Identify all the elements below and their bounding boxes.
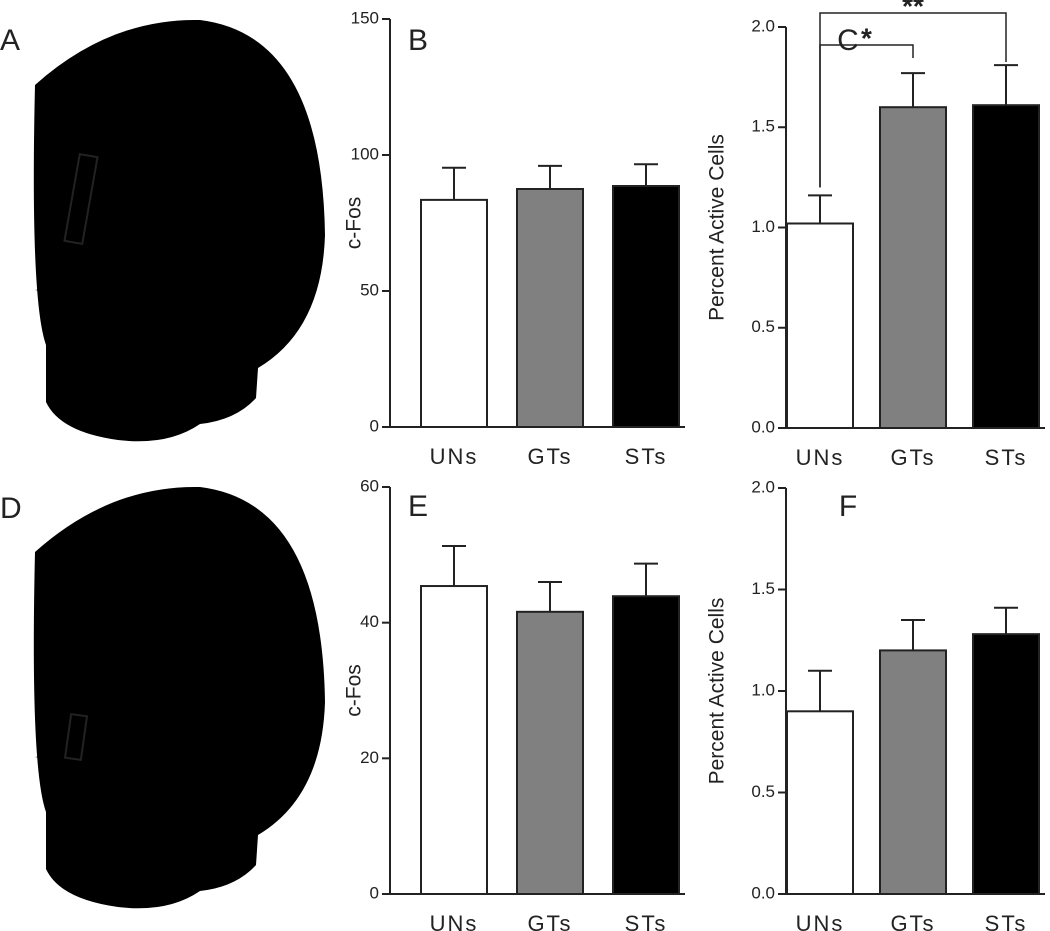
error-bar: [808, 194, 832, 224]
y-tick-label: 1.5: [751, 117, 775, 136]
error-bar: [808, 669, 832, 712]
bar: [879, 106, 947, 429]
bar: [612, 185, 680, 428]
y-tick-label: 1.0: [751, 680, 775, 699]
y-tick-label: 60: [360, 476, 379, 495]
error-bar: [538, 164, 562, 189]
error-bar: [994, 64, 1018, 106]
y-tick-label: 0.5: [751, 317, 775, 336]
y-tick-label: 0.0: [751, 883, 775, 902]
error-bar: [442, 545, 466, 587]
x-tick-label: GTs: [890, 445, 935, 470]
y-axis-label: Percent Active Cells: [706, 598, 729, 785]
significance-label: *: [861, 22, 872, 53]
y-tick-label: 1.0: [751, 217, 775, 236]
y-axis-label: Percent Active Cells: [706, 134, 729, 321]
error-bar: [538, 580, 562, 612]
error-bar: [901, 618, 925, 651]
x-tick-label: GTs: [527, 911, 572, 931]
significance-bracket: [819, 12, 1007, 188]
y-tick-label: 150: [351, 8, 379, 27]
y-tick-label: 20: [360, 748, 379, 767]
x-tick-label: GTs: [527, 444, 572, 469]
bar: [516, 610, 584, 896]
brain-outline: [33, 19, 326, 442]
y-axis-label: c-Fos: [343, 197, 366, 250]
x-tick-label: STs: [625, 911, 668, 931]
bar: [879, 649, 947, 896]
y-axis-label: c-Fos: [343, 664, 366, 717]
panel-label: E: [408, 490, 428, 523]
y-tick-label: 40: [360, 612, 379, 631]
x-tick-label: STs: [625, 444, 668, 469]
x-tick-label: UNs: [430, 911, 479, 931]
y-tick-label: 1.5: [751, 579, 775, 598]
x-tick-label: STs: [985, 445, 1028, 470]
y-tick-label: 0: [370, 883, 379, 902]
brain-section-d: [33, 486, 326, 909]
y-tick-label: 50: [360, 280, 379, 299]
panel-label: A: [0, 24, 20, 57]
y-tick-label: 100: [351, 144, 379, 163]
error-bar: [634, 562, 658, 597]
brain-section-a: [33, 19, 326, 442]
y-tick-label: 0: [370, 416, 379, 435]
x-tick-label: UNs: [430, 444, 479, 469]
bar: [786, 222, 854, 429]
bar: [972, 633, 1040, 895]
y-tick-label: 2.0: [751, 16, 775, 35]
bar: [972, 104, 1040, 429]
x-tick-label: UNs: [796, 911, 845, 931]
y-tick-label: 0.5: [751, 782, 775, 801]
x-tick-label: GTs: [890, 911, 935, 931]
y-tick-label: 2.0: [751, 477, 775, 496]
panel-label: B: [408, 24, 428, 57]
error-bar: [442, 166, 466, 200]
bar: [420, 585, 488, 896]
panel-label: C: [837, 24, 859, 57]
brain-outline: [33, 486, 326, 909]
error-bar: [994, 606, 1018, 635]
region-box: [63, 152, 99, 246]
error-bar: [634, 163, 658, 187]
significance-label: **: [902, 0, 924, 21]
x-tick-label: UNs: [796, 445, 845, 470]
bar: [786, 710, 854, 895]
bar: [516, 188, 584, 428]
region-box: [63, 712, 89, 762]
panel-label: F: [839, 490, 857, 523]
error-bar: [901, 72, 925, 108]
bar: [420, 198, 488, 428]
bar: [612, 595, 680, 895]
panel-label: D: [0, 492, 22, 525]
x-tick-label: STs: [985, 911, 1028, 931]
y-tick-label: 0.0: [751, 417, 775, 436]
